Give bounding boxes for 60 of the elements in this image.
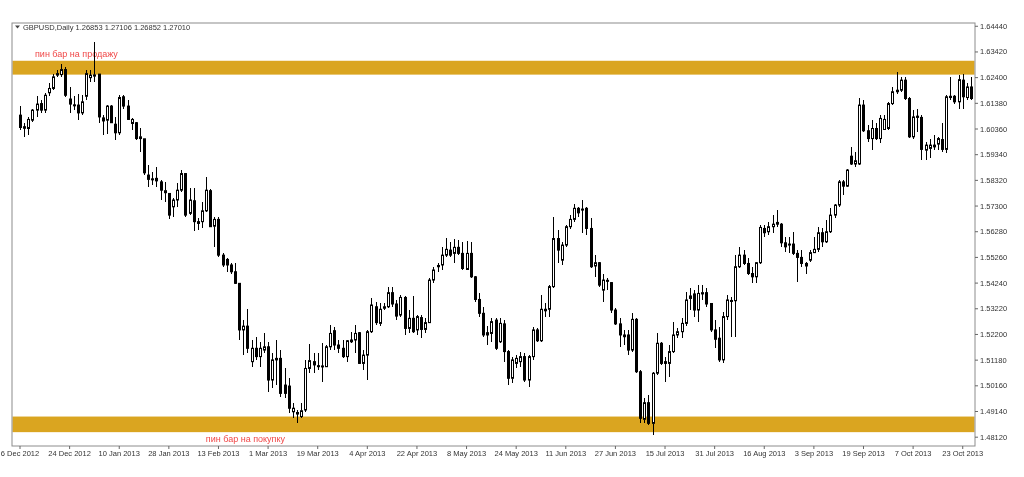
candlestick [817,226,820,253]
candlestick [375,301,378,326]
candlestick [333,326,336,351]
candlestick [689,287,692,311]
candlestick [147,164,150,188]
candlestick [523,352,526,383]
candlestick [970,76,973,101]
candlestick [461,241,464,271]
candlestick [379,302,382,327]
candlestick [573,203,576,223]
candlestick [168,192,171,220]
candlestick [19,105,22,131]
candlestick [871,119,874,151]
candlestick [581,199,584,234]
candlestick [879,114,882,144]
candlestick [958,74,961,110]
candlestick [164,181,167,203]
candlestick [69,86,72,114]
candlestick [962,73,965,110]
candlestick [412,295,415,334]
candlestick [772,214,775,234]
candlestick [416,314,419,336]
candlestick [342,339,345,359]
candlestick [780,222,783,248]
candlestick [697,284,700,323]
candlestick [598,261,601,288]
candlestick [792,231,795,256]
candlestick [387,286,390,309]
candlestick [81,94,84,116]
candlestick [155,166,158,188]
candlestick [288,377,291,414]
candlestick [321,342,324,383]
candlestick [557,229,560,264]
candlestick [585,206,588,236]
candlestick [821,227,824,248]
candlestick [44,92,47,114]
candlestick [259,341,262,368]
candlestick [647,394,650,426]
candlestick [929,138,932,159]
candlestick [399,294,402,318]
candlestick [106,104,109,135]
candlestick [441,246,444,271]
candlestick [160,179,163,201]
candlestick [693,289,696,318]
candlestick [346,339,349,363]
candlestick [705,287,708,308]
candlestick [490,317,493,343]
candlestick [36,95,39,118]
candlestick [246,308,249,354]
candlestick [420,314,423,339]
band-label: пин бар на покупку [205,433,286,444]
candlestick [925,141,928,161]
candlestick [255,336,258,361]
candlestick [453,238,456,264]
candlestick [313,352,316,374]
candlestick [619,317,622,348]
candlestick [193,187,196,232]
candlestick [85,69,88,101]
candlestick [251,339,254,368]
candlestick [77,93,80,121]
